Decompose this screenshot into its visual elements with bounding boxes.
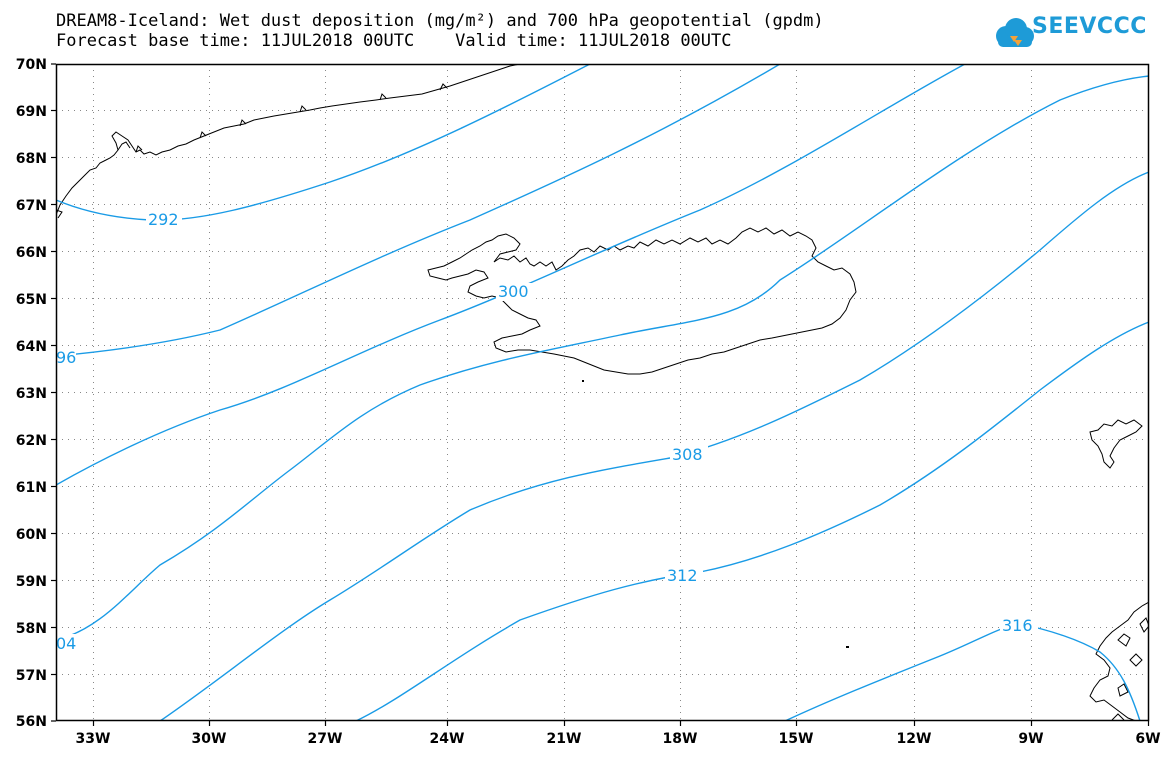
lat-label: 57N xyxy=(16,668,47,684)
greenland-coast-detail xyxy=(56,83,448,219)
lat-label: 64N xyxy=(16,339,47,355)
contour-label-316: 316 xyxy=(1002,616,1033,635)
geopotential-contours xyxy=(56,64,1149,721)
contour-292 xyxy=(56,64,591,221)
contour-label-308: 308 xyxy=(672,445,703,464)
longitude-labels: 33W 30W 27W 24W 21W 18W 15W 12W 9W 6W xyxy=(76,731,1161,747)
contour-label-292: 292 xyxy=(148,210,179,229)
lat-label: 60N xyxy=(16,527,47,543)
lat-label: 58N xyxy=(16,621,47,637)
lat-label: 56N xyxy=(16,714,47,730)
cloud-logo-icon xyxy=(996,18,1034,47)
lon-label: 15W xyxy=(779,731,814,747)
lat-label: 63N xyxy=(16,386,47,402)
lat-label: 61N xyxy=(16,480,47,496)
lon-label: 6W xyxy=(1135,731,1160,747)
lat-label: 59N xyxy=(16,574,47,590)
lon-label: 30W xyxy=(192,731,227,747)
lat-label: 65N xyxy=(16,292,47,308)
lon-label: 24W xyxy=(430,731,465,747)
axis-ticks xyxy=(51,63,1150,726)
latitude-labels: 70N 69N 68N 67N 66N 65N 64N 63N 62N 61N … xyxy=(16,57,47,730)
contour-label-304: 04 xyxy=(56,634,76,653)
lon-label: 21W xyxy=(547,731,582,747)
lat-label: 62N xyxy=(16,433,47,449)
lat-label: 68N xyxy=(16,151,47,167)
lon-label: 9W xyxy=(1018,731,1043,747)
lon-label: 18W xyxy=(663,731,698,747)
lat-label: 69N xyxy=(16,104,47,120)
rockall-speck xyxy=(846,646,849,648)
scotland-coast-detail xyxy=(1111,617,1149,721)
logo-text: SEEVCCC xyxy=(1032,14,1147,39)
contour-304 xyxy=(56,75,1149,641)
lon-label: 12W xyxy=(897,731,932,747)
plot-frame xyxy=(55,63,1150,722)
faroe-islands xyxy=(1089,419,1143,469)
iceland-coastline xyxy=(427,227,857,375)
contour-296 xyxy=(56,64,781,357)
grid-lines xyxy=(56,64,1149,721)
lon-label: 27W xyxy=(308,731,343,747)
lat-label: 67N xyxy=(16,198,47,214)
greenland-coastline xyxy=(56,64,521,216)
contour-labels: 292 96 300 308 312 04 316 xyxy=(56,210,1038,653)
lat-label: 70N xyxy=(16,57,47,73)
lat-label: 66N xyxy=(16,245,47,261)
contour-label-296: 96 xyxy=(56,348,76,367)
contour-label-300: 300 xyxy=(498,282,529,301)
contour-316 xyxy=(784,623,1141,721)
map-title: DREAM8-Iceland: Wet dust deposition (mg/… xyxy=(56,11,824,31)
map-subtitle: Forecast base time: 11JUL2018 00UTC Vali… xyxy=(56,31,732,51)
scotland-coastline xyxy=(1089,601,1149,721)
contour-300 xyxy=(56,64,966,486)
contour-label-312: 312 xyxy=(667,566,698,585)
island-speck xyxy=(582,380,584,382)
contour-312 xyxy=(355,321,1149,721)
contour-308 xyxy=(159,171,1149,721)
lon-label: 33W xyxy=(76,731,111,747)
